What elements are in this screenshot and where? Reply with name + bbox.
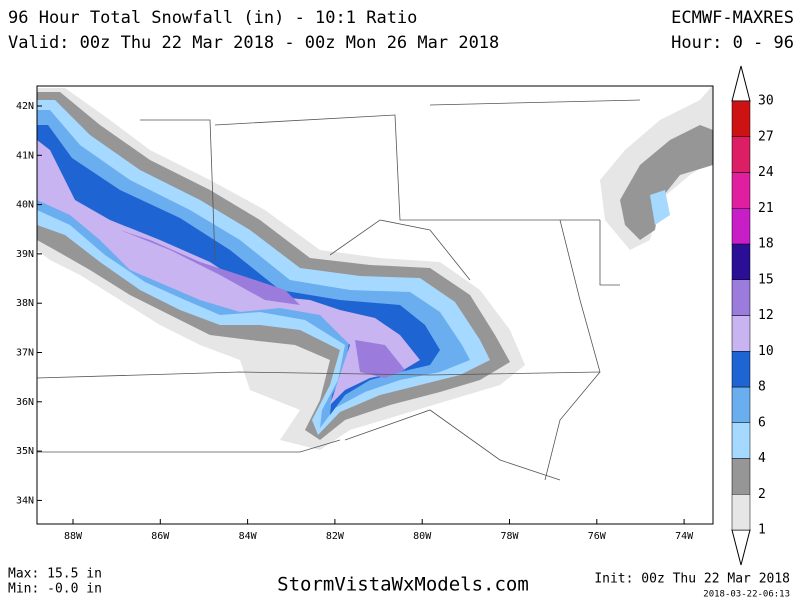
lat-label: 41N xyxy=(16,150,34,161)
colorbar-label: 12 xyxy=(758,308,774,323)
border-oh-pa xyxy=(214,114,600,221)
map xyxy=(36,85,714,525)
lon-label: 86W xyxy=(151,531,170,542)
lon-label: 74W xyxy=(675,531,694,542)
colorbar-segment xyxy=(731,100,751,137)
coastline xyxy=(544,219,601,481)
colorbar-label: 24 xyxy=(758,165,774,180)
colorbar-label: 30 xyxy=(758,94,774,109)
colorbar-label: 1 xyxy=(758,523,766,538)
border-nc-sc xyxy=(344,409,561,481)
border-in xyxy=(140,119,216,261)
title: 96 Hour Total Snowfall (in) - 10:1 Ratio xyxy=(8,8,417,28)
lat-label: 36N xyxy=(16,397,34,408)
lat-label: 39N xyxy=(16,249,34,260)
colorbar-segment xyxy=(731,422,751,459)
lon-label: 80W xyxy=(413,531,432,542)
band-7a xyxy=(120,230,300,305)
lat-label: 35N xyxy=(16,446,34,457)
lat-labels: 42N 41N 40N 39N 38N 37N 36N 35N 34N xyxy=(16,101,42,506)
colorbar-label: 10 xyxy=(758,344,774,359)
border-tn-al xyxy=(37,439,341,453)
colorbar-segment xyxy=(731,172,751,209)
snow-bands xyxy=(37,85,713,450)
colorbar-segment xyxy=(731,279,751,316)
band-5 xyxy=(37,125,440,415)
state-borders xyxy=(36,99,641,481)
map-frame xyxy=(36,85,714,525)
colorbar-segment xyxy=(731,208,751,245)
border-wv xyxy=(329,219,471,281)
forecast-hour: Hour: 0 - 96 xyxy=(671,33,794,53)
lon-labels: 88W 86W 84W 82W 80W 78W 76W 74W xyxy=(64,519,694,542)
lat-label: 38N xyxy=(16,298,34,309)
colorbar-segment xyxy=(731,458,751,495)
colorbar-label: 18 xyxy=(758,237,774,252)
lon-label: 82W xyxy=(326,531,345,542)
lat-label: 34N xyxy=(16,495,34,506)
init-time: Init: 00z Thu 22 Mar 2018 xyxy=(594,572,790,587)
colorbar-segment xyxy=(731,351,751,388)
lon-label: 88W xyxy=(64,531,83,542)
colorbar-label: 27 xyxy=(758,129,774,144)
site-name: StormVistaWxModels.com xyxy=(277,574,529,596)
colorbar-label: 21 xyxy=(758,201,774,216)
lon-label: 76W xyxy=(588,531,607,542)
timestamp: 2018-03-22-06:13 xyxy=(703,590,790,600)
colorbar-segment xyxy=(731,315,751,352)
colorbar-label: 2 xyxy=(758,487,766,502)
colorbar-label: 6 xyxy=(758,415,766,430)
colorbar-bottom-arrow xyxy=(731,529,751,566)
border-de xyxy=(599,220,620,286)
colorbar-top-arrow xyxy=(731,65,751,102)
colorbar-label: 15 xyxy=(758,272,774,287)
model-name: ECMWF-MAXRES xyxy=(671,8,794,28)
min-value: Min: -0.0 in xyxy=(8,582,102,597)
colorbar-label: 4 xyxy=(758,451,766,466)
border-ny xyxy=(429,99,641,106)
colorbar-segment xyxy=(731,243,751,280)
colorbar-segment xyxy=(731,494,751,531)
lon-label: 84W xyxy=(239,531,258,542)
lat-label: 40N xyxy=(16,200,34,211)
border-tn-ky xyxy=(36,371,601,379)
lon-label: 78W xyxy=(500,531,519,542)
colorbar-label: 8 xyxy=(758,380,766,395)
lat-label: 42N xyxy=(16,101,34,112)
valid-time: Valid: 00z Thu 22 Mar 2018 - 00z Mon 26 … xyxy=(8,33,499,53)
band-ne-2 xyxy=(620,125,713,240)
colorbar-segment xyxy=(731,136,751,173)
lat-label: 37N xyxy=(16,348,34,359)
band-7b xyxy=(355,340,405,378)
max-value: Max: 15.5 in xyxy=(8,567,102,582)
band-ne-3 xyxy=(650,190,670,225)
colorbar-segment xyxy=(731,386,751,423)
